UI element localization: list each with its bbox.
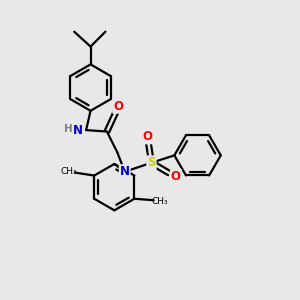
Text: S: S (147, 156, 156, 169)
Text: O: O (171, 170, 181, 183)
Text: CH₃: CH₃ (60, 167, 77, 176)
Text: N: N (73, 124, 83, 136)
Text: H: H (64, 124, 73, 134)
Text: CH₃: CH₃ (152, 197, 169, 206)
Text: N: N (120, 165, 130, 178)
Text: O: O (113, 100, 123, 113)
Text: O: O (142, 130, 152, 143)
